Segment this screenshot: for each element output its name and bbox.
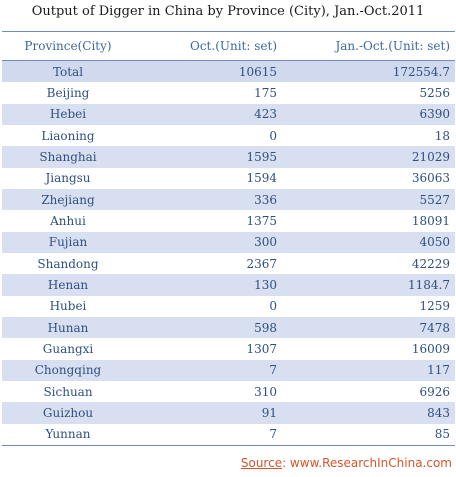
province-cell: Shandong [37,256,99,271]
province-cell: Chongqing [34,363,102,378]
province-cell: Hunan [47,320,89,335]
table-row: Hunan 598 7478 [2,316,455,339]
table-row: Henan 130 1184.7 [2,274,455,296]
header-province: Province(City) [24,39,112,53]
jan-oct-value-cell: 18091 [411,213,450,228]
table-row: Hubei 0 1259 [2,296,455,317]
province-cell: Yunnan [45,427,91,442]
province-cell: Hubei [49,299,87,314]
jan-oct-value-cell: 6390 [419,107,450,122]
table-title: Output of Digger in China by Province (C… [31,4,425,19]
oct-value-cell: 423 [254,107,277,122]
oct-value-cell: 0 [269,128,277,143]
jan-oct-value-cell: 21029 [411,149,450,164]
table-row-total: Total 10615 172554.7 [2,61,455,83]
table-row: Beijing 175 5256 [2,82,455,103]
jan-oct-value-cell: 7478 [419,320,450,335]
table-row: Zhejiang 336 5527 [2,188,455,211]
header-oct: Oct.(Unit: set) [190,39,277,53]
province-cell: Zhejiang [41,192,95,207]
province-cell: Guizhou [42,405,94,420]
oct-value-cell: 336 [254,192,277,207]
oct-value-cell: 175 [254,85,277,100]
jan-oct-value-cell: 6926 [419,384,450,399]
jan-oct-value-cell: 85 [434,427,450,442]
oct-value-cell: 0 [269,299,277,314]
jan-oct-value-cell: 42229 [411,256,450,271]
oct-value-cell: 91 [261,405,277,420]
province-cell: Henan [47,277,89,292]
province-cell: Shanghai [39,149,97,164]
table-row: Yunnan 7 85 [2,424,455,445]
oct-value-cell: 7 [269,427,277,442]
table-row: Anhui 1375 18091 [2,210,455,231]
table-row: Guizhou 91 843 [2,402,455,424]
oct-value-cell: 1595 [246,149,277,164]
table-body: Total 10615 172554.7 Beijing 175 5256 Hebei 423… [2,61,455,445]
source-label: Source [240,456,283,470]
table-row: Liaoning 0 18 [2,125,455,146]
table-row: Shanghai 1595 21029 [2,146,455,168]
table-row: Guangxi 1307 16009 [2,338,455,359]
oct-value-cell: 598 [254,320,277,335]
table-row: Fujian 300 4050 [2,231,455,253]
source-url: : www.ResearchInChina.com [282,456,452,470]
table-row: Sichuan 310 6926 [2,381,455,402]
data-table: Province(City) Oct.(Unit: set) Jan.-Oct.… [2,31,455,446]
table-row: Hebei 423 6390 [2,103,455,125]
oct-value-cell: 1375 [246,213,277,228]
jan-oct-value-cell: 1184.7 [408,277,450,292]
jan-oct-value-cell: 36063 [411,171,450,186]
province-cell: Guangxi [42,341,94,356]
oct-value-cell: 1594 [246,171,277,186]
jan-oct-value-cell: 117 [427,363,450,378]
table-row: Jiangsu 1594 36063 [2,168,455,189]
oct-value-cell: 310 [254,384,277,399]
source-note: Source: www.ResearchInChina.com [241,456,452,470]
jan-oct-value-cell: 172554.7 [392,64,450,79]
jan-oct-value-cell: 4050 [419,235,450,250]
oct-value-cell: 300 [254,235,277,250]
jan-oct-value-cell: 843 [427,405,450,420]
jan-oct-value-cell: 5527 [419,192,450,207]
oct-value-cell: 10615 [238,64,277,79]
jan-oct-value-cell: 18 [434,128,450,143]
oct-value-cell: 7 [269,363,277,378]
table-row: Chongqing 7 117 [2,359,455,381]
province-cell: Liaoning [41,128,95,143]
oct-value-cell: 2367 [246,256,277,271]
province-cell: Fujian [48,235,88,250]
jan-oct-value-cell: 16009 [411,341,450,356]
header-jan-oct: Jan.-Oct.(Unit: set) [335,39,450,53]
province-cell: Beijing [46,85,90,100]
province-cell: Jiangsu [45,171,91,186]
table-header-row: Province(City) Oct.(Unit: set) Jan.-Oct.… [2,32,455,61]
jan-oct-value-cell: 1259 [419,299,450,314]
oct-value-cell: 130 [254,277,277,292]
province-cell: Hebei [49,107,87,122]
province-cell: Total [52,64,84,79]
oct-value-cell: 1307 [246,341,277,356]
province-cell: Sichuan [43,384,93,399]
table-row: Shandong 2367 42229 [2,253,455,274]
jan-oct-value-cell: 5256 [419,85,450,100]
province-cell: Anhui [50,213,86,228]
